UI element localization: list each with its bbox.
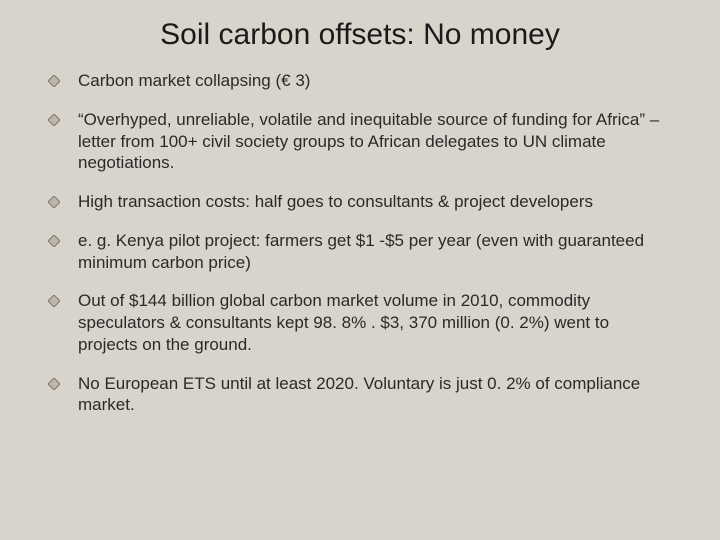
diamond-bullet-icon: [48, 114, 60, 126]
list-item: e. g. Kenya pilot project: farmers get $…: [48, 230, 672, 274]
slide-title: Soil carbon offsets: No money: [48, 18, 672, 52]
list-item: No European ETS until at least 2020. Vol…: [48, 373, 672, 417]
bullet-text: Out of $144 billion global carbon market…: [78, 290, 672, 355]
list-item: Carbon market collapsing (€ 3): [48, 70, 672, 92]
bullet-text: “Overhyped, unreliable, volatile and ine…: [78, 109, 672, 174]
diamond-bullet-icon: [48, 196, 60, 208]
list-item: “Overhyped, unreliable, volatile and ine…: [48, 109, 672, 174]
diamond-bullet-icon: [48, 378, 60, 390]
bullet-text: High transaction costs: half goes to con…: [78, 191, 672, 213]
list-item: Out of $144 billion global carbon market…: [48, 290, 672, 355]
bullet-text: No European ETS until at least 2020. Vol…: [78, 373, 672, 417]
bullet-text: Carbon market collapsing (€ 3): [78, 70, 672, 92]
diamond-bullet-icon: [48, 75, 60, 87]
bullet-text: e. g. Kenya pilot project: farmers get $…: [78, 230, 672, 274]
bullet-list: Carbon market collapsing (€ 3) “Overhype…: [48, 70, 672, 416]
diamond-bullet-icon: [48, 295, 60, 307]
list-item: High transaction costs: half goes to con…: [48, 191, 672, 213]
diamond-bullet-icon: [48, 235, 60, 247]
